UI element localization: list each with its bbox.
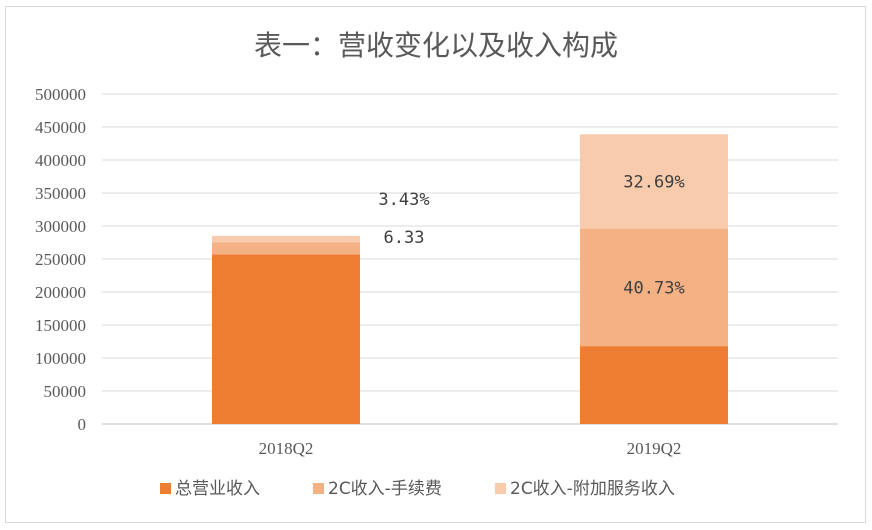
- bar-segment: [212, 254, 360, 424]
- bar-segment: [580, 134, 728, 229]
- x-category-label: 2018Q2: [259, 439, 314, 458]
- y-tick-label: 300000: [35, 217, 86, 236]
- y-tick-label: 200000: [35, 283, 86, 302]
- bar-segment: [580, 346, 728, 424]
- legend-swatch: [160, 483, 171, 494]
- bars: [212, 134, 728, 424]
- legend-item: 2C收入-手续费: [313, 479, 442, 499]
- legend-label: 2C收入-附加服务收入: [510, 479, 675, 499]
- y-tick-label: 0: [78, 415, 87, 434]
- y-tick-label: 400000: [35, 151, 86, 170]
- legend: 总营业收入 2C收入-手续费 2C收入-附加服务收入: [160, 479, 675, 499]
- y-tick-label: 100000: [35, 349, 86, 368]
- x-category-label: 2019Q2: [627, 439, 682, 458]
- y-tick-label: 450000: [35, 118, 86, 137]
- y-tick-label: 50000: [44, 382, 87, 401]
- bar-segment: [212, 242, 360, 255]
- y-tick-label: 350000: [35, 184, 86, 203]
- y-tick-label: 150000: [35, 316, 86, 335]
- bar-segment: [580, 228, 728, 347]
- chart-title: 表一：营收变化以及收入构成: [254, 29, 618, 62]
- data-label: 3.43%: [378, 190, 429, 210]
- legend-swatch: [495, 483, 506, 494]
- legend-swatch: [313, 483, 324, 494]
- bar-segment: [212, 235, 360, 243]
- data-labels: 3.43% 6.33 32.69% 40.73%: [378, 172, 684, 298]
- y-axis-tick-labels: 0 50000 100000 150000 200000 250000 300000 3500…: [35, 85, 86, 434]
- legend-item: 2C收入-附加服务收入: [495, 479, 675, 499]
- legend-item: 总营业收入: [160, 479, 260, 499]
- legend-label: 2C收入-手续费: [328, 479, 442, 499]
- data-label: 40.73%: [623, 278, 684, 298]
- y-tick-label: 500000: [35, 85, 86, 104]
- x-axis-category-labels: 2018Q2 2019Q2: [259, 439, 682, 458]
- data-label: 32.69%: [623, 172, 684, 192]
- data-label: 6.33: [384, 228, 425, 248]
- y-tick-label: 250000: [35, 250, 86, 269]
- legend-label: 总营业收入: [175, 479, 260, 499]
